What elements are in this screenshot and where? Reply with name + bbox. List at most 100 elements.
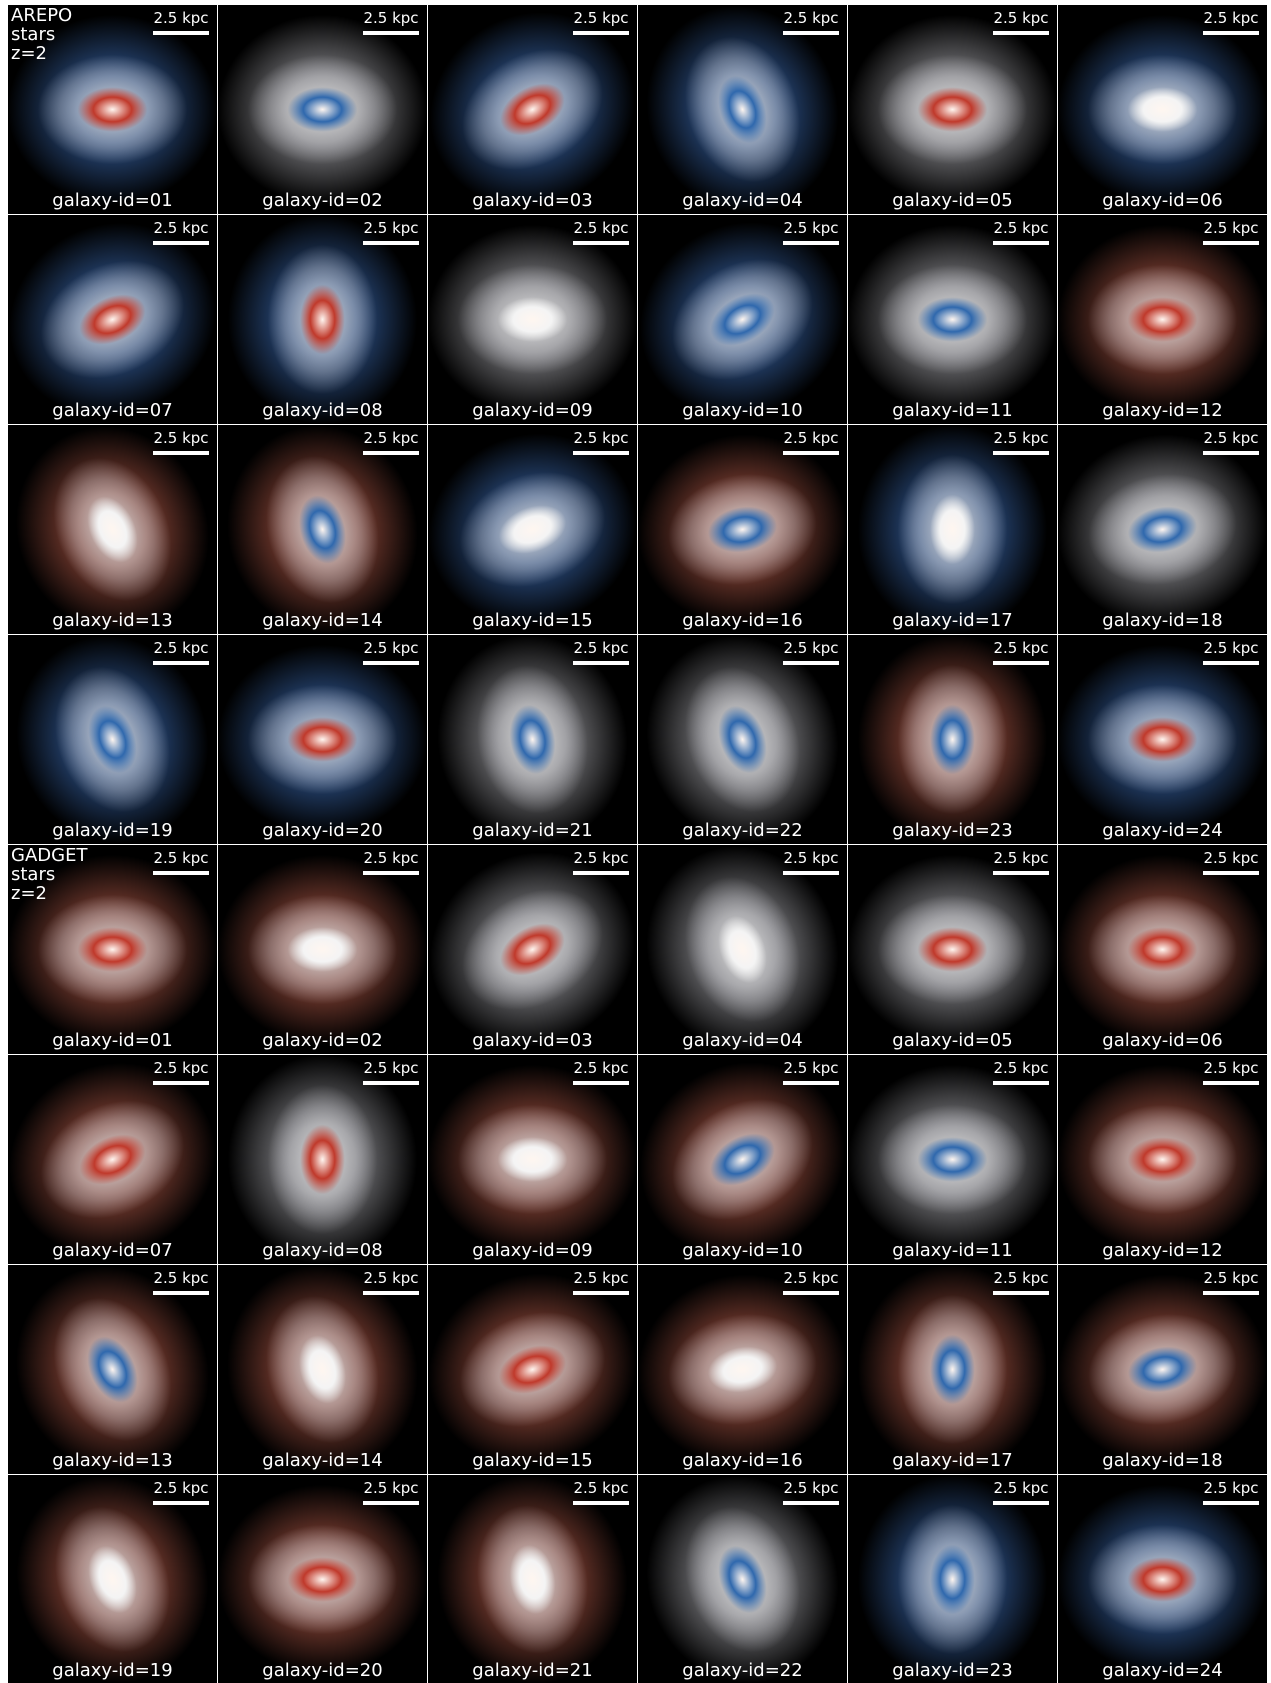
- scale-bar: [1203, 241, 1259, 245]
- galaxy-id: galaxy-id=22: [682, 820, 803, 841]
- scale-label: 2.5 kpc: [363, 429, 419, 447]
- galaxy-id: galaxy-id=19: [52, 1660, 173, 1681]
- galaxy-image: [638, 845, 847, 1054]
- scale-bar: [573, 661, 629, 665]
- galaxy-image: [638, 635, 847, 844]
- scale-label: 2.5 kpc: [573, 1269, 629, 1287]
- galaxy-id: galaxy-id=05: [892, 1030, 1013, 1051]
- scale-bar: [993, 451, 1049, 455]
- scale-bar: [783, 661, 839, 665]
- scale-label: 2.5 kpc: [993, 1059, 1049, 1077]
- scale-label: 2.5 kpc: [783, 639, 839, 657]
- galaxy-image: [8, 5, 217, 214]
- scale-bar: [153, 661, 209, 665]
- scale-bar: [153, 31, 209, 35]
- galaxy-id: galaxy-id=21: [472, 1660, 593, 1681]
- galaxy-id: galaxy-id=12: [1102, 1240, 1223, 1261]
- scale-bar: [153, 871, 209, 875]
- galaxy-panel: 2.5 kpc galaxy-id=08: [218, 1055, 427, 1264]
- galaxy-id: galaxy-id=16: [682, 610, 803, 631]
- galaxy-panel: 2.5 kpc galaxy-id=19: [8, 1475, 217, 1683]
- galaxy-panel: 2.5 kpc galaxy-id=22: [638, 1475, 847, 1683]
- galaxy-image: [848, 845, 1057, 1054]
- galaxy-image: [848, 5, 1057, 214]
- galaxy-panel: 2.5 kpc galaxy-id=03: [428, 845, 637, 1054]
- galaxy-id: galaxy-id=17: [892, 1450, 1013, 1471]
- galaxy-panel: 2.5 kpc galaxy-id=09: [428, 1055, 637, 1264]
- galaxy-image: [638, 1265, 847, 1474]
- scale-bar: [783, 871, 839, 875]
- galaxy-image: [428, 1475, 637, 1683]
- block-label-line: AREPO: [11, 5, 73, 26]
- galaxy-id: galaxy-id=08: [262, 400, 383, 421]
- galaxy-image: [428, 845, 637, 1054]
- galaxy-image: [428, 1055, 637, 1264]
- galaxy-id: galaxy-id=14: [262, 610, 383, 631]
- galaxy-image: [428, 1265, 637, 1474]
- scale-label: 2.5 kpc: [363, 639, 419, 657]
- galaxy-panel: 2.5 kpc galaxy-id=15: [428, 1265, 637, 1474]
- scale-label: 2.5 kpc: [1203, 849, 1259, 867]
- scale-label: 2.5 kpc: [363, 1479, 419, 1497]
- scale-label: 2.5 kpc: [783, 1059, 839, 1077]
- scale-bar: [993, 1501, 1049, 1505]
- galaxy-panel: 2.5 kpc galaxy-id=16: [638, 1265, 847, 1474]
- galaxy-panel: 2.5 kpc galaxy-id=20: [218, 635, 427, 844]
- scale-label: 2.5 kpc: [1203, 1059, 1259, 1077]
- galaxy-image: [8, 425, 217, 634]
- scale-label: 2.5 kpc: [573, 1059, 629, 1077]
- scale-label: 2.5 kpc: [153, 1269, 209, 1287]
- galaxy-id: galaxy-id=01: [52, 190, 173, 211]
- galaxy-panel: 2.5 kpc galaxy-id=07: [8, 1055, 217, 1264]
- scale-label: 2.5 kpc: [993, 1269, 1049, 1287]
- galaxy-image: [428, 215, 637, 424]
- scale-label: 2.5 kpc: [153, 9, 209, 27]
- scale-label: 2.5 kpc: [1203, 219, 1259, 237]
- galaxy-id: galaxy-id=03: [472, 190, 593, 211]
- scale-label: 2.5 kpc: [993, 429, 1049, 447]
- scale-bar: [573, 241, 629, 245]
- galaxy-id: galaxy-id=10: [682, 1240, 803, 1261]
- scale-bar: [573, 1081, 629, 1085]
- galaxy-panel: 2.5 kpc galaxy-id=04: [638, 5, 847, 214]
- scale-label: 2.5 kpc: [993, 639, 1049, 657]
- galaxy-id: galaxy-id=22: [682, 1660, 803, 1681]
- galaxy-image: [8, 1475, 217, 1683]
- scale-label: 2.5 kpc: [783, 219, 839, 237]
- scale-label: 2.5 kpc: [573, 849, 629, 867]
- scale-bar: [993, 661, 1049, 665]
- galaxy-id: galaxy-id=21: [472, 820, 593, 841]
- galaxy-id: galaxy-id=11: [892, 400, 1013, 421]
- scale-bar: [363, 451, 419, 455]
- scale-bar: [783, 1081, 839, 1085]
- galaxy-image: [218, 1055, 427, 1264]
- block-label-line: z=2: [11, 43, 47, 64]
- scale-bar: [993, 1291, 1049, 1295]
- scale-bar: [1203, 1291, 1259, 1295]
- galaxy-panel: 2.5 kpc galaxy-id=04: [638, 845, 847, 1054]
- scale-bar: [153, 451, 209, 455]
- galaxy-image: [218, 1475, 427, 1683]
- scale-label: 2.5 kpc: [363, 1269, 419, 1287]
- scale-bar: [363, 1501, 419, 1505]
- scale-label: 2.5 kpc: [783, 429, 839, 447]
- galaxy-panel: 2.5 kpc galaxy-id=13: [8, 425, 217, 634]
- galaxy-id: galaxy-id=14: [262, 1450, 383, 1471]
- galaxy-image: [1058, 425, 1267, 634]
- galaxy-id: galaxy-id=12: [1102, 400, 1223, 421]
- galaxy-id: galaxy-id=01: [52, 1030, 173, 1051]
- scale-label: 2.5 kpc: [783, 849, 839, 867]
- galaxy-panel: 2.5 kpc galaxy-id=19: [8, 635, 217, 844]
- scale-bar: [1203, 1501, 1259, 1505]
- galaxy-panel: 2.5 kpc galaxy-id=21: [428, 635, 637, 844]
- scale-bar: [153, 1081, 209, 1085]
- scale-bar: [573, 31, 629, 35]
- galaxy-panel: 2.5 kpc galaxy-id=02: [218, 5, 427, 214]
- scale-label: 2.5 kpc: [783, 9, 839, 27]
- scale-bar: [993, 1081, 1049, 1085]
- block-label-line: z=2: [11, 883, 47, 904]
- galaxy-id: galaxy-id=04: [682, 190, 803, 211]
- galaxy-image: [1058, 1055, 1267, 1264]
- galaxy-image: [638, 1055, 847, 1264]
